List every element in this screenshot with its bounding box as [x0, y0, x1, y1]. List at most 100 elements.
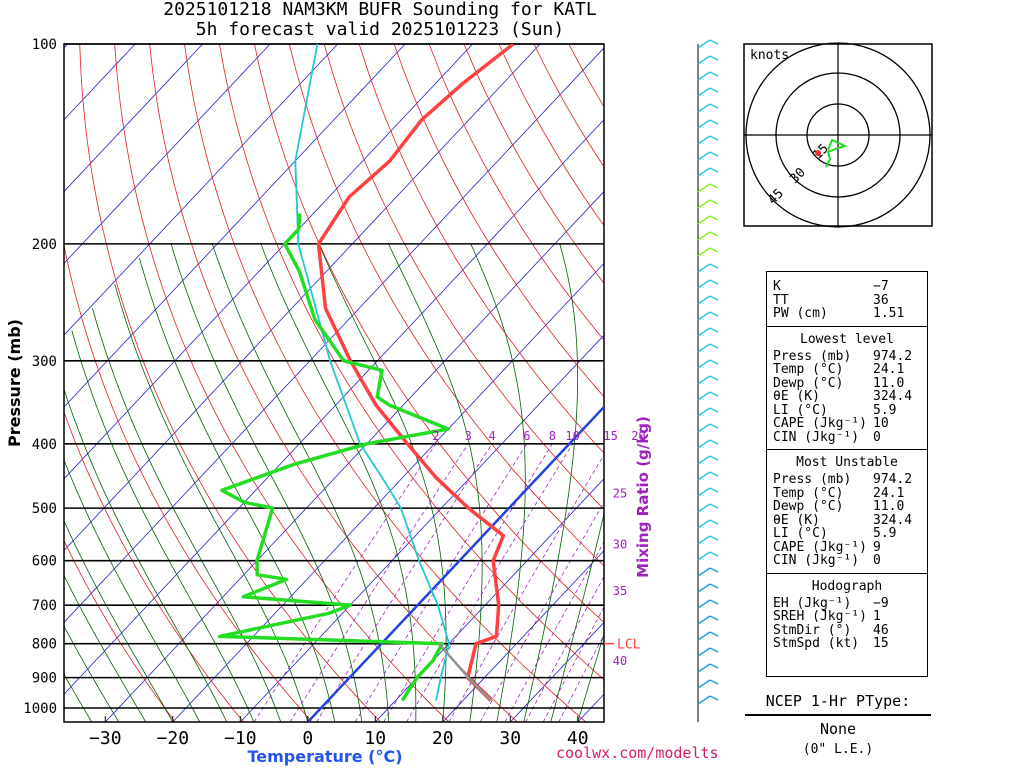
moist-adiabat-line: [470, 243, 526, 722]
wind-barb: [697, 487, 711, 497]
wind-barb: [697, 583, 711, 593]
chart-title: 2025101218 NAM3KM BUFR Sounding for KATL: [163, 0, 597, 20]
wind-barb-flag: [709, 215, 719, 221]
wind-barb-flag: [709, 343, 719, 349]
wind-barb-flag: [709, 199, 719, 205]
wind-barb-flag: [709, 375, 719, 381]
wind-barb-flag: [709, 55, 719, 61]
moist-adiabat-line: [523, 243, 578, 722]
wind-barb: [697, 695, 711, 705]
wind-barb-flag: [709, 263, 719, 269]
wind-barb: [697, 311, 711, 321]
dry-adiabat-line: [64, 410, 245, 722]
moist-adiabat-line: [64, 458, 201, 722]
wind-barb: [697, 551, 711, 561]
wind-barb-flag: [709, 631, 719, 637]
wind-barb-flag: [709, 71, 719, 77]
chart-subtitle: 5h forecast valid 2025101223 (Sun): [195, 19, 565, 40]
hodograph-stats-header: Hodograph: [811, 578, 883, 594]
isotherm-line: [64, 119, 604, 695]
parcel-profile-line: [437, 642, 492, 702]
moist-adiabat-line: [577, 632, 604, 722]
pressure-tick-label: 600: [32, 554, 57, 570]
mixing-ratio-line: [542, 606, 604, 722]
wind-barb-flag: [709, 135, 719, 141]
credit-link[interactable]: coolwx.com/modelts: [556, 744, 719, 762]
isotherm-line: [64, 44, 541, 552]
dry-adiabat-line: [64, 539, 176, 722]
mixing-ratio-tick-label: 20: [631, 429, 645, 443]
stat-row: Dewp (°C) 11.0: [773, 375, 905, 391]
dewpoint-profile-line: [217, 213, 451, 702]
sounding-profiles: [217, 44, 515, 702]
wind-barb: [697, 647, 711, 657]
isotherm-line: [172, 262, 604, 722]
wind-barb: [697, 439, 711, 449]
stat-row: Press (mb) 974.2: [773, 348, 913, 364]
dry-adiabat-line: [288, 44, 604, 567]
wind-barb: [697, 327, 711, 337]
wind-barb: [697, 663, 711, 673]
stat-row: Dewp (°C) 11.0: [773, 499, 905, 514]
wind-barb-flag: [709, 327, 719, 333]
wind-barb-flag: [709, 407, 719, 413]
stat-row: LI (°C) 5.9: [773, 526, 897, 541]
isotherm-line: [64, 44, 338, 336]
wind-barb-flag: [709, 551, 719, 557]
stat-row: CIN (Jkg⁻¹) 0: [773, 553, 881, 568]
mixing-ratio-line: [406, 443, 573, 722]
wind-barb: [697, 167, 711, 177]
stat-row: StmSpd (kt) 15: [773, 636, 889, 651]
dry-adiabat-line: [219, 44, 604, 681]
pressure-tick-label: 800: [32, 637, 57, 653]
isotherm-line: [64, 47, 604, 623]
freezing-isotherm: [306, 405, 604, 722]
wind-barb-flag: [709, 487, 719, 493]
wind-barb: [697, 567, 711, 577]
dry-adiabat-line: [149, 44, 518, 722]
stat-pw: PW (cm) 1.51: [773, 306, 905, 321]
moist-adiabat-line: [388, 243, 483, 722]
lcl-label: LCL: [617, 638, 641, 653]
temp-tick-label: −10: [224, 728, 257, 749]
mixing-ratio-tick-label: 8: [549, 429, 556, 443]
wind-barb-flag: [709, 231, 719, 237]
mixing-ratio-tick-label: 35: [613, 584, 627, 598]
wind-barb-flag: [709, 295, 719, 301]
wind-barb-flag: [709, 567, 719, 573]
wind-barb: [697, 119, 711, 129]
wind-barb: [697, 39, 711, 49]
pressure-tick-label: 1000: [23, 701, 57, 717]
wind-barb: [697, 103, 711, 113]
isotherm-line: [104, 190, 604, 722]
moist-adiabat-line: [550, 512, 604, 722]
moist-adiabat-line: [64, 673, 93, 722]
stat-row: LI (°C) 5.9: [773, 402, 897, 418]
mixing-ratio-title: Mixing Ratio (g/kg): [634, 416, 652, 578]
moist-adiabat-line: [260, 243, 417, 722]
wind-barb-flag: [709, 695, 719, 701]
pressure-tick-label: 100: [32, 37, 57, 53]
wind-barb: [697, 503, 711, 513]
mixing-ratio-line: [383, 443, 553, 722]
mixing-ratio-line: [479, 501, 604, 722]
mixing-ratio-tick-label: 30: [613, 537, 627, 551]
mixing-ratio-line: [448, 453, 604, 722]
hodograph-trace: [825, 138, 848, 168]
wind-barb-flag: [709, 455, 719, 461]
ptype-panel: NCEP 1-Hr PType: None (0" L.E.): [745, 692, 931, 757]
mixing-ratio-line: [504, 541, 604, 722]
wind-barb: [697, 183, 711, 193]
stat-row: CAPE (Jkg⁻¹) 9: [773, 539, 881, 555]
temp-tick-label: 0: [302, 728, 313, 749]
wind-barb: [697, 151, 711, 161]
dry-adiabat-line: [114, 44, 450, 722]
wind-barb-flag: [709, 615, 719, 621]
isotherm-line: [239, 334, 604, 722]
wind-barb: [697, 295, 711, 305]
wind-barb: [697, 231, 711, 241]
mixing-ratio-tick-label: 3: [465, 429, 472, 443]
wind-barb-flag: [709, 279, 719, 285]
wind-barb-flag: [709, 87, 719, 93]
